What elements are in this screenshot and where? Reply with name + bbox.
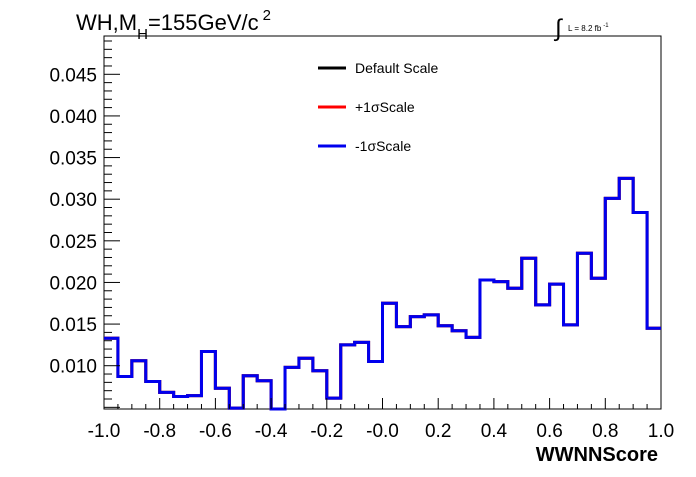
y-tick-label: 0.045 xyxy=(49,65,97,86)
x-tick-label: -0.4 xyxy=(255,421,288,442)
title-main: WH,M xyxy=(76,10,137,35)
x-tick-label: -0.6 xyxy=(199,421,232,442)
x-axis-label: WWNNScore xyxy=(536,444,658,466)
x-tick-label: -0.0 xyxy=(366,421,399,442)
x-tick-label: -0.2 xyxy=(310,421,343,442)
y-tick-label: 0.025 xyxy=(49,232,97,253)
y-tick-label: 0.030 xyxy=(49,190,97,211)
integral-sign-icon: ∫ xyxy=(553,15,563,42)
lumi-text: L = 8.2 fb xyxy=(568,24,602,33)
y-axis: 0.010 0.015 0.020 0.025 0.030 0.035 0.040 0.045 xyxy=(49,40,120,408)
chart-title: WH,MH=155GeV/c 2 xyxy=(76,7,271,43)
title-superscript: 2 xyxy=(263,7,271,24)
x-axis: -1.0 -0.8 -0.6 -0.4 -0.2 -0.0 0.2 0.4 0.6 0.8 1.0 xyxy=(88,398,674,442)
legend-label-2: -1σScale xyxy=(355,138,411,154)
legend-label-1: +1σScale xyxy=(355,99,415,115)
series-line-2 xyxy=(104,176,661,411)
y-tick-label: 0.040 xyxy=(49,107,97,128)
legend-label-0: Default Scale xyxy=(355,60,438,76)
x-tick-label: 0.6 xyxy=(536,421,562,442)
title-rest: =155GeV/c xyxy=(148,10,259,35)
svg-text:L = 8.2 fb-1: L = 8.2 fb -1 xyxy=(568,23,609,33)
y-tick-label: 0.035 xyxy=(49,149,97,170)
x-tick-label: 0.4 xyxy=(481,421,508,442)
x-tick-label: 0.8 xyxy=(592,421,618,442)
y-tick-label: 0.020 xyxy=(49,273,97,294)
series-layer xyxy=(104,176,661,411)
x-tick-label: 1.0 xyxy=(648,421,674,442)
y-tick-label: 0.015 xyxy=(49,315,97,336)
legend: Default Scale +1σScale -1σScale xyxy=(318,60,438,154)
luminosity-label: ∫ L = 8.2 fb -1 xyxy=(553,15,609,42)
title-subscript: H xyxy=(137,26,148,43)
x-tick-label: 0.2 xyxy=(425,421,451,442)
x-tick-label: -1.0 xyxy=(88,421,121,442)
y-tick-label: 0.010 xyxy=(49,357,97,378)
x-tick-label: -0.8 xyxy=(143,421,176,442)
lumi-superscript: -1 xyxy=(603,23,609,29)
